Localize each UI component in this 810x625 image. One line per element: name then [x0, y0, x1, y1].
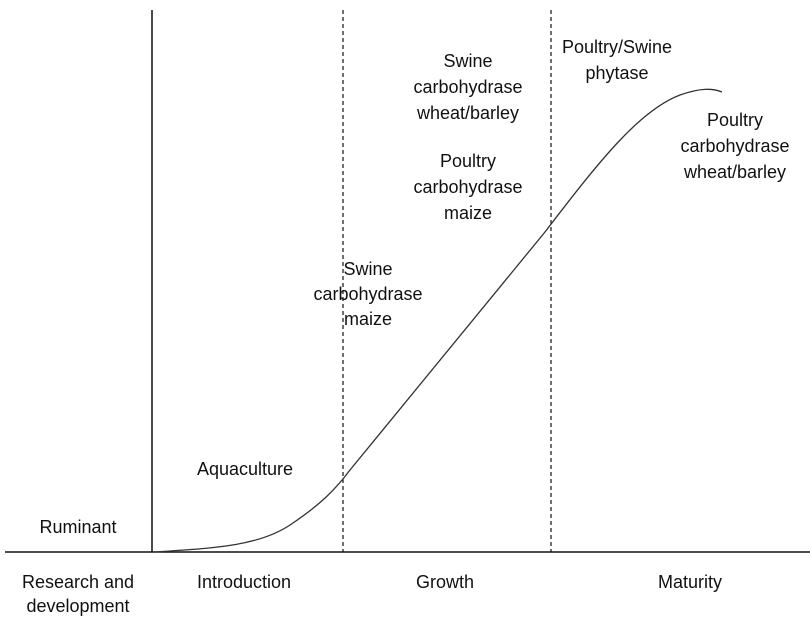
product-label: carbohydrase	[680, 136, 789, 156]
product-label: Poultry	[440, 151, 496, 171]
product-label: Poultry	[707, 110, 763, 130]
product-label: carbohydrase	[313, 284, 422, 304]
product-label: wheat/barley	[416, 103, 519, 123]
product-label: carbohydrase	[413, 177, 522, 197]
product-label: Aquaculture	[197, 459, 293, 479]
stage-label: Introduction	[197, 572, 291, 592]
product-label: wheat/barley	[683, 162, 786, 182]
stage-label: development	[26, 596, 129, 616]
product-label: Poultry/Swine	[562, 37, 672, 57]
product-label: maize	[344, 309, 392, 329]
product-label: Swine	[343, 259, 392, 279]
product-label: Swine	[443, 51, 492, 71]
product-label: carbohydrase	[413, 77, 522, 97]
stage-label: Growth	[416, 572, 474, 592]
stage-label: Maturity	[658, 572, 722, 592]
product-label: maize	[444, 203, 492, 223]
product-label: phytase	[585, 63, 648, 83]
life-cycle-curve	[154, 88, 723, 553]
stage-label: Research and	[22, 572, 134, 592]
product-label: Ruminant	[39, 517, 116, 537]
